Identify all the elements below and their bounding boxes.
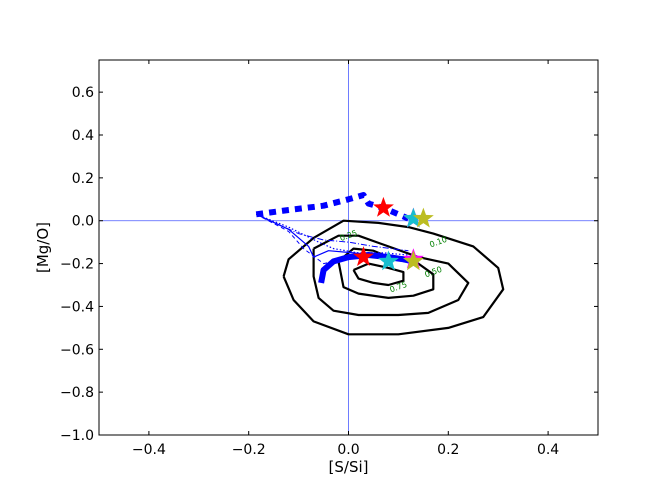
star-marker bbox=[353, 246, 374, 266]
x-axis-ticks: −0.4 −0.2 0.0 0.2 0.4 bbox=[132, 60, 559, 458]
y-tick-label: 0.4 bbox=[72, 128, 94, 144]
star-marker bbox=[402, 207, 424, 228]
contour-1 bbox=[312, 234, 470, 317]
y-tick-label: 0.6 bbox=[72, 85, 94, 101]
y-tick-label: −1.0 bbox=[60, 428, 94, 444]
y-axis-ticks: −1.0 −0.8 −0.6 −0.4 −0.2 0.0 0.2 0.4 0.6 bbox=[60, 85, 598, 444]
x-tick-label: 0.2 bbox=[437, 442, 459, 458]
y-tick-label: −0.6 bbox=[60, 342, 94, 358]
x-axis-label: [S/Si] bbox=[329, 458, 369, 476]
star-marker bbox=[373, 196, 394, 217]
track-3 bbox=[255, 213, 409, 256]
track-0 bbox=[255, 192, 410, 222]
track-2 bbox=[255, 213, 409, 252]
y-axis-label: [Mg/O] bbox=[34, 222, 52, 273]
x-tick-label: 0.0 bbox=[337, 442, 359, 458]
y-tick-label: −0.8 bbox=[60, 385, 94, 401]
x-tick-label: −0.2 bbox=[232, 442, 266, 458]
star-marker bbox=[412, 207, 434, 228]
y-tick-label: −0.2 bbox=[60, 257, 94, 273]
y-tick-label: 0.0 bbox=[72, 214, 94, 230]
y-tick-label: −0.4 bbox=[60, 299, 94, 315]
star-marker bbox=[402, 250, 424, 271]
star-marker bbox=[378, 250, 399, 271]
contour-3 bbox=[352, 262, 405, 287]
contour-0 bbox=[282, 219, 505, 336]
contours bbox=[282, 219, 505, 336]
contour-2 bbox=[337, 247, 435, 299]
star-markers bbox=[353, 196, 434, 271]
x-tick-label: 0.4 bbox=[537, 442, 559, 458]
y-tick-label: 0.2 bbox=[72, 171, 94, 187]
x-tick-label: −0.4 bbox=[132, 442, 166, 458]
track-5 bbox=[255, 213, 409, 265]
